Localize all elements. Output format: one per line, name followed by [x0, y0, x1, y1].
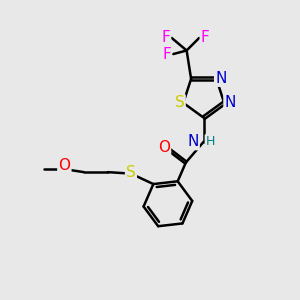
Text: N: N — [187, 134, 199, 149]
Text: S: S — [126, 165, 136, 180]
Text: S: S — [175, 95, 184, 110]
Text: O: O — [158, 140, 170, 154]
Text: F: F — [162, 46, 171, 62]
Text: H: H — [206, 135, 215, 148]
Text: N: N — [215, 71, 226, 86]
Text: N: N — [224, 95, 236, 110]
Text: O: O — [58, 158, 70, 173]
Text: F: F — [161, 30, 170, 45]
Text: F: F — [201, 30, 209, 45]
